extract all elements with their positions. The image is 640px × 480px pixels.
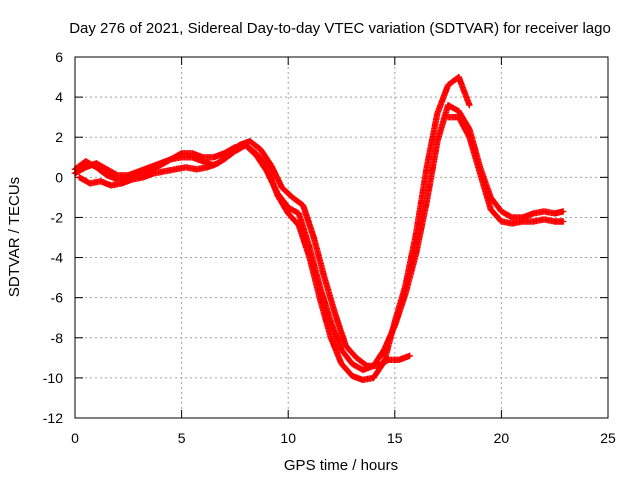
y-tick-label: -10 [43,370,63,386]
axis-ticks: 0 5 10 15 20 25 -12 -10 -8 -6 -4 -2 0 2 4 6 [43,49,616,446]
series-track-c [76,138,413,370]
x-axis-label: GPS time / hours [284,457,398,474]
y-tick-label: 4 [55,89,63,105]
x-tick-label: 15 [387,430,403,446]
y-tick-label: -4 [51,250,64,266]
y-tick-label: -12 [43,410,63,426]
y-axis-label: SDTVAR / TECUs [6,177,23,297]
data-series [71,73,567,384]
y-tick-label: -2 [51,209,64,225]
y-tick-label: 2 [55,129,63,145]
x-tick-label: 5 [178,430,186,446]
y-tick-label: 0 [55,169,63,185]
plot-frame [74,56,609,419]
series-track-a [71,101,567,374]
y-tick-label: -8 [51,330,64,346]
series-track-b [71,73,473,384]
x-tick-label: 0 [71,430,79,446]
x-tick-label: 25 [600,430,616,446]
grid-lines [75,57,608,418]
x-tick-label: 20 [494,430,510,446]
chart-title: Day 276 of 2021, Sidereal Day-to-day VTE… [69,20,611,37]
y-tick-label: 6 [55,49,63,65]
x-tick-label: 10 [280,430,296,446]
series-track-d [444,114,567,227]
y-tick-label: -6 [51,290,64,306]
